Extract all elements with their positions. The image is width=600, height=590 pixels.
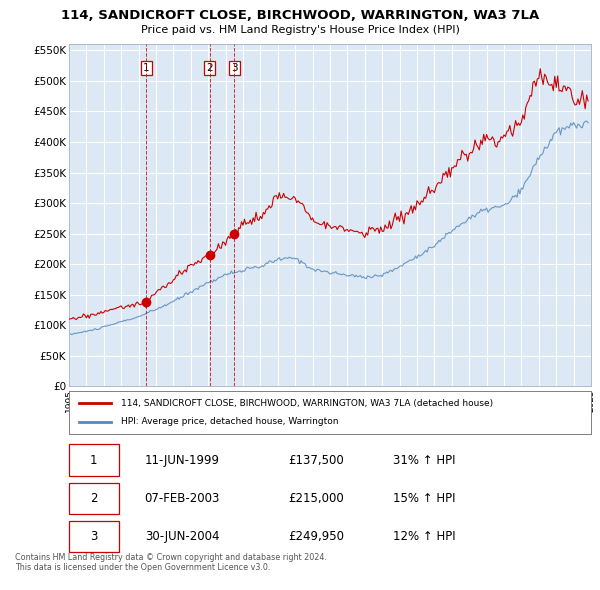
Text: 30-JUN-2004: 30-JUN-2004 bbox=[145, 530, 219, 543]
Text: 1: 1 bbox=[143, 63, 149, 73]
Text: 31% ↑ HPI: 31% ↑ HPI bbox=[392, 454, 455, 467]
FancyBboxPatch shape bbox=[69, 520, 119, 552]
Text: £249,950: £249,950 bbox=[288, 530, 344, 543]
Text: £215,000: £215,000 bbox=[288, 491, 344, 505]
Text: 1: 1 bbox=[90, 454, 97, 467]
Text: 2: 2 bbox=[90, 491, 97, 505]
Text: 12% ↑ HPI: 12% ↑ HPI bbox=[392, 530, 455, 543]
Text: £137,500: £137,500 bbox=[288, 454, 344, 467]
Text: 11-JUN-1999: 11-JUN-1999 bbox=[145, 454, 220, 467]
Text: 15% ↑ HPI: 15% ↑ HPI bbox=[392, 491, 455, 505]
Text: 07-FEB-2003: 07-FEB-2003 bbox=[145, 491, 220, 505]
Text: 3: 3 bbox=[231, 63, 238, 73]
Text: Contains HM Land Registry data © Crown copyright and database right 2024.: Contains HM Land Registry data © Crown c… bbox=[15, 553, 327, 562]
FancyBboxPatch shape bbox=[69, 483, 119, 514]
Text: This data is licensed under the Open Government Licence v3.0.: This data is licensed under the Open Gov… bbox=[15, 563, 271, 572]
Text: 3: 3 bbox=[90, 530, 97, 543]
Text: Price paid vs. HM Land Registry's House Price Index (HPI): Price paid vs. HM Land Registry's House … bbox=[140, 25, 460, 35]
FancyBboxPatch shape bbox=[69, 444, 119, 476]
Text: HPI: Average price, detached house, Warrington: HPI: Average price, detached house, Warr… bbox=[121, 417, 338, 426]
Text: 2: 2 bbox=[206, 63, 213, 73]
Text: 114, SANDICROFT CLOSE, BIRCHWOOD, WARRINGTON, WA3 7LA (detached house): 114, SANDICROFT CLOSE, BIRCHWOOD, WARRIN… bbox=[121, 399, 493, 408]
Text: 114, SANDICROFT CLOSE, BIRCHWOOD, WARRINGTON, WA3 7LA: 114, SANDICROFT CLOSE, BIRCHWOOD, WARRIN… bbox=[61, 9, 539, 22]
